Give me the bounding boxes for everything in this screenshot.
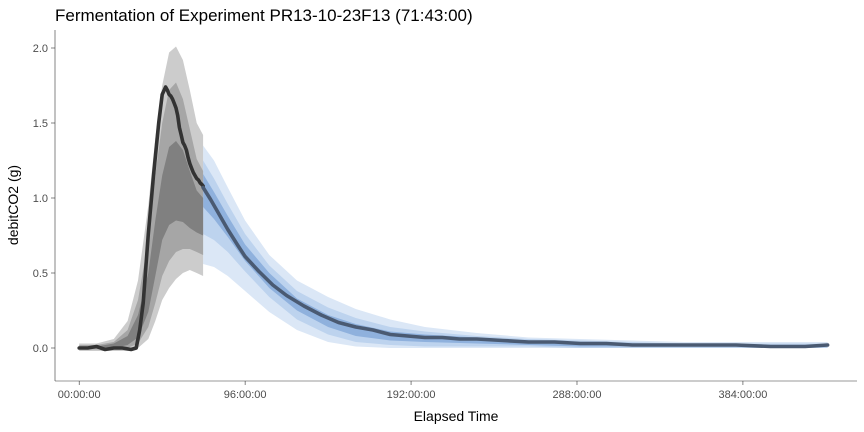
- observed-band-inner: [79, 141, 204, 348]
- confidence-bands: [79, 46, 828, 351]
- x-axis-label: Elapsed Time: [414, 408, 499, 424]
- data-lines: [77, 85, 830, 352]
- x-tick-label: 00:00:00: [58, 389, 101, 401]
- x-axis-ticks: 00:00:00 96:00:00 192:00:00 288:00:00 384:00…: [58, 381, 767, 401]
- x-tick-label: 384:00:00: [718, 389, 767, 401]
- y-tick-label: 2.0: [33, 43, 48, 55]
- y-tick-label: 0.0: [33, 343, 48, 355]
- x-tick-label: 192:00:00: [387, 389, 436, 401]
- x-tick-label: 96:00:00: [224, 389, 267, 401]
- x-tick-label: 288:00:00: [553, 389, 602, 401]
- y-axis-label: debitCO2 (g): [5, 165, 21, 245]
- y-tick-label: 1.5: [33, 118, 48, 130]
- y-tick-label: 1.0: [33, 193, 48, 205]
- y-axis-ticks: 0.0 0.5 1.0 1.5 2.0: [33, 43, 55, 355]
- y-tick-label: 0.5: [33, 268, 48, 280]
- observed-series-line: [77, 85, 205, 352]
- predicted-series-line: [201, 185, 830, 349]
- chart-title: Fermentation of Experiment PR13-10-23F13…: [55, 6, 473, 25]
